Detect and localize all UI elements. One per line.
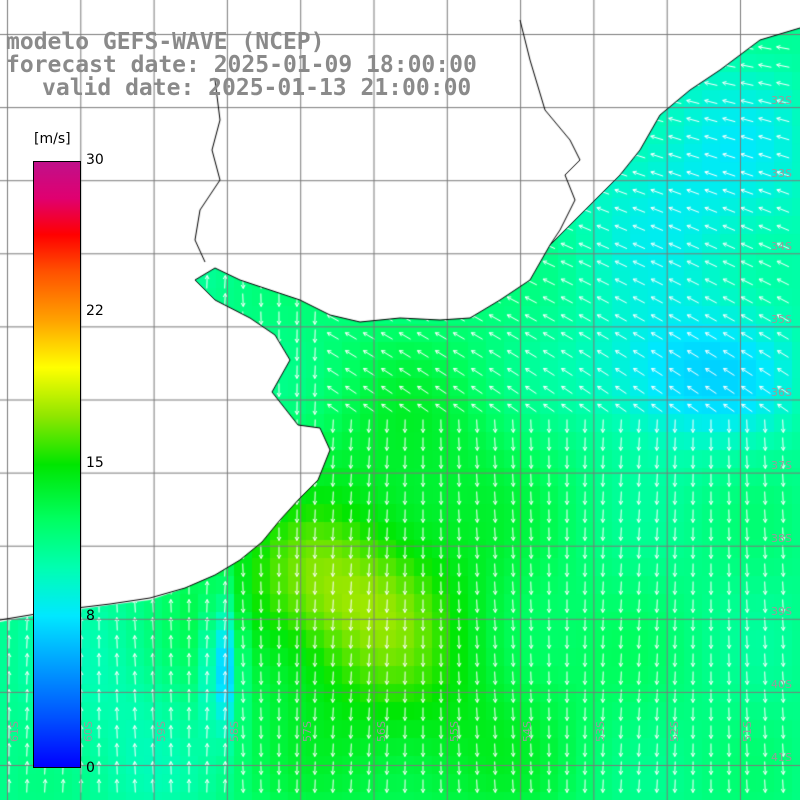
colorbar	[33, 161, 81, 768]
lat-label: 33S	[771, 167, 792, 180]
colorbar-tick-30: 30	[86, 152, 104, 168]
lon-label: 61S	[8, 721, 21, 742]
valid-date: valid date: 2025-01-13 21:00:00	[42, 75, 472, 101]
lon-label: 60S	[82, 721, 95, 742]
colorbar-tick-22: 22	[86, 303, 104, 319]
forecast-date: forecast date: 2025-01-09 18:00:00	[6, 52, 477, 78]
lat-label: 32S	[771, 94, 792, 107]
lon-label: 51S	[741, 721, 754, 742]
lon-label: 55S	[448, 721, 461, 742]
colorbar-tick-15: 15	[86, 455, 104, 471]
lon-label: 59S	[155, 721, 168, 742]
lon-label: 57S	[301, 721, 314, 742]
lon-label: 56S	[375, 721, 388, 742]
lat-label: 36S	[771, 386, 792, 399]
colorbar-tick-0: 0	[86, 760, 95, 776]
lat-label: 39S	[771, 605, 792, 618]
lat-label: 37S	[771, 459, 792, 472]
lat-label: 35S	[771, 313, 792, 326]
map-title: modelo GEFS-WAVE (NCEP)	[6, 29, 325, 55]
lat-label: 41S	[771, 751, 792, 764]
lat-label: 38S	[771, 532, 792, 545]
lat-label: 40S	[771, 678, 792, 691]
colorbar-unit: [m/s]	[34, 131, 71, 147]
lon-label: 53S	[594, 721, 607, 742]
lat-label: 34S	[771, 240, 792, 253]
lon-label: 52S	[668, 721, 681, 742]
colorbar-tick-8: 8	[86, 608, 95, 624]
lon-label: 58S	[228, 721, 241, 742]
lon-label: 54S	[521, 721, 534, 742]
